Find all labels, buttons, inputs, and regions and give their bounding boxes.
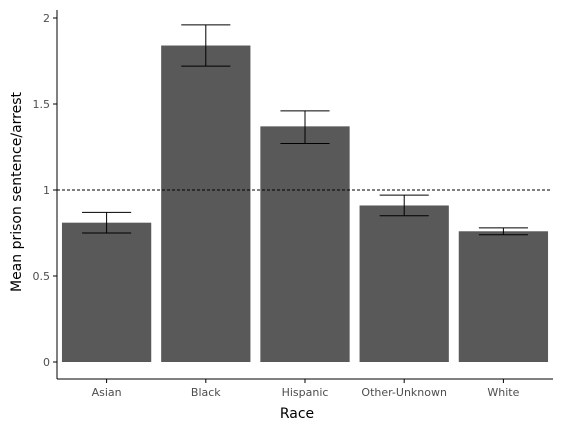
y-tick-label: 1 xyxy=(43,184,50,197)
bar-hispanic xyxy=(260,126,350,362)
bar-asian xyxy=(61,222,152,362)
bar-black xyxy=(161,45,251,363)
bar-other-unknown xyxy=(359,205,449,362)
x-tick-label: Black xyxy=(191,386,221,399)
y-tick-label: 2 xyxy=(43,12,50,25)
y-ticks-layer: 0 0.5 1 1.5 2 xyxy=(33,12,57,369)
x-tick-label: Asian xyxy=(92,386,122,399)
x-tick-label: Hispanic xyxy=(282,386,329,399)
y-axis-title: Mean prison sentence/arrest xyxy=(9,91,25,292)
y-tick-label: 0.5 xyxy=(33,270,51,283)
y-tick-label: 0 xyxy=(43,356,50,369)
bar-white xyxy=(458,231,549,362)
bars-layer xyxy=(61,45,549,363)
y-tick-label: 1.5 xyxy=(33,98,51,111)
x-ticks-layer: Asian Black Hispanic Other-Unknown White xyxy=(92,379,520,399)
errorbars-layer xyxy=(82,24,528,236)
x-tick-label: White xyxy=(487,386,519,399)
x-tick-label: Other-Unknown xyxy=(361,386,447,399)
x-axis-title: Race xyxy=(280,406,314,422)
